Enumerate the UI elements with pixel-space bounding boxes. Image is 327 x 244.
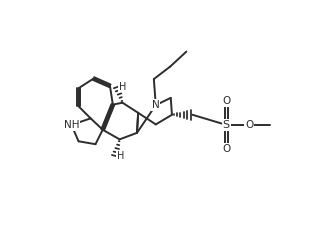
Text: H: H (119, 81, 126, 92)
Text: O: O (222, 143, 230, 153)
Text: H: H (117, 152, 125, 162)
Text: NH: NH (64, 120, 79, 130)
Text: S: S (223, 120, 230, 130)
Text: N: N (152, 100, 160, 110)
Text: O: O (222, 96, 230, 106)
Text: O: O (245, 120, 253, 130)
